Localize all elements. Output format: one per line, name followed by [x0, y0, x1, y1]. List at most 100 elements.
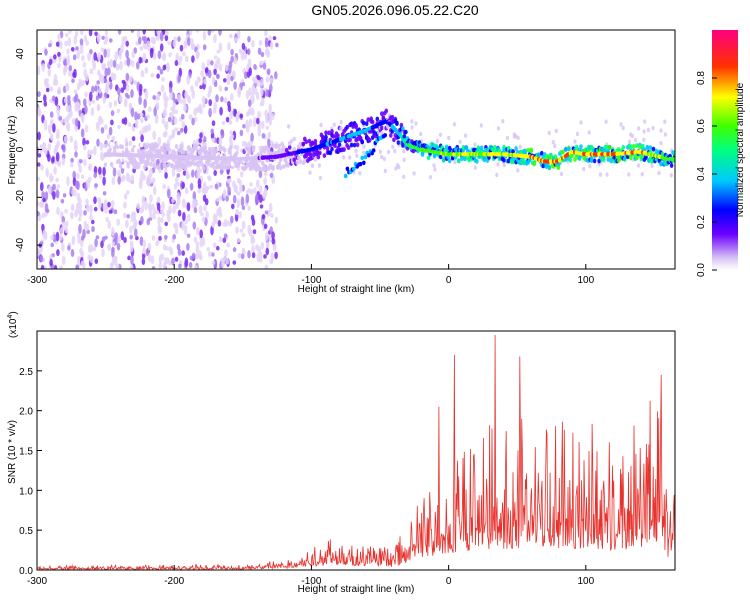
- noise-speck: [98, 200, 102, 209]
- noise-speck: [117, 30, 122, 35]
- noise-speck: [61, 242, 65, 252]
- noise-speck: [235, 113, 240, 123]
- noise-speck: [162, 262, 167, 269]
- noise-speck: [256, 75, 261, 81]
- noise-speck: [218, 136, 223, 147]
- ridge-halo: [250, 165, 254, 171]
- noise-speck: [264, 210, 269, 215]
- noise-speck: [43, 231, 48, 241]
- noise-speck: [155, 210, 160, 215]
- noise-speck: [89, 91, 93, 102]
- ridge-halo: [295, 160, 300, 166]
- ridge-halo: [162, 142, 167, 148]
- noise-speck: [37, 211, 40, 217]
- noise-speck: [107, 244, 111, 250]
- noise-speck: [219, 168, 224, 175]
- noise-speck: [265, 76, 270, 83]
- noise-speck: [49, 111, 54, 118]
- ridge-halo: [226, 165, 230, 170]
- ridge-halo: [278, 156, 283, 162]
- noise-speck: [56, 105, 60, 116]
- noise-speck: [211, 252, 215, 257]
- noise-speck: [69, 135, 74, 143]
- ridge-halo: [606, 157, 610, 162]
- noise-speck: [103, 48, 107, 58]
- noise-speck: [79, 38, 84, 46]
- noise-speck: [91, 85, 95, 93]
- noise-speck: [168, 135, 173, 141]
- branch-cell: [343, 173, 348, 179]
- noise-speck: [97, 88, 102, 94]
- noise-speck: [410, 125, 414, 130]
- ridge-halo: [547, 165, 552, 170]
- noise-speck: [263, 223, 268, 230]
- noise-speck: [154, 116, 159, 124]
- noise-speck: [136, 61, 140, 70]
- noise-speck: [598, 172, 603, 177]
- noise-speck: [158, 262, 162, 269]
- noise-speck: [48, 185, 52, 194]
- noise-speck: [111, 247, 115, 258]
- noise-speck: [187, 37, 191, 47]
- noise-speck: [169, 247, 174, 256]
- ridge-halo: [659, 161, 663, 167]
- ridge-halo: [156, 165, 161, 170]
- noise-speck: [41, 223, 45, 232]
- ridge-halo: [140, 159, 144, 165]
- noise-speck: [93, 85, 98, 92]
- noise-speck: [210, 60, 214, 66]
- ridge-halo: [432, 153, 437, 159]
- noise-speck: [266, 241, 270, 249]
- noise-speck: [182, 211, 186, 222]
- noise-speck: [177, 36, 181, 42]
- noise-speck: [119, 95, 123, 103]
- noise-speck: [93, 145, 97, 156]
- ridge-halo: [502, 157, 506, 163]
- ridge-halo: [541, 163, 546, 169]
- noise-speck: [130, 174, 135, 185]
- noise-speck: [262, 191, 266, 200]
- noise-speck: [361, 150, 366, 156]
- noise-speck: [203, 181, 207, 191]
- noise-speck: [268, 202, 273, 213]
- noise-speck: [512, 134, 517, 139]
- noise-speck: [479, 123, 483, 128]
- noise-speck: [393, 148, 397, 154]
- noise-speck: [160, 217, 164, 223]
- y-tick-label: 1.0: [19, 486, 33, 497]
- noise-speck: [199, 106, 203, 115]
- noise-speck: [224, 64, 229, 72]
- noise-speck: [147, 253, 152, 263]
- noise-speck: [198, 137, 202, 143]
- noise-speck: [121, 79, 126, 84]
- snr-y-ticks: 0.0 0.5 1.0 1.5 2.0 2.5: [19, 367, 42, 577]
- noise-speck: [251, 84, 256, 92]
- noise-speck: [117, 87, 121, 96]
- noise-speck: [226, 242, 230, 248]
- noise-speck: [102, 166, 106, 177]
- noise-speck: [104, 235, 108, 240]
- noise-speck: [575, 131, 580, 137]
- noise-speck: [642, 137, 646, 142]
- noise-speck: [213, 34, 217, 43]
- noise-speck: [263, 254, 267, 259]
- noise-speck: [253, 187, 257, 195]
- ridge-halo: [292, 146, 297, 152]
- ridge-halo: [333, 143, 337, 149]
- noise-speck: [230, 93, 234, 101]
- noise-speck: [274, 216, 279, 224]
- noise-speck: [145, 248, 150, 257]
- noise-speck: [67, 245, 71, 251]
- noise-speck: [219, 106, 223, 116]
- noise-speck: [96, 105, 101, 112]
- noise-speck: [168, 87, 173, 94]
- noise-speck: [113, 209, 118, 215]
- noise-speck: [162, 132, 167, 138]
- noise-speck: [63, 117, 68, 124]
- noise-speck: [102, 191, 107, 196]
- noise-speck: [191, 55, 195, 63]
- ridge-halo: [303, 158, 307, 164]
- noise-speck: [162, 109, 167, 118]
- noise-speck: [223, 218, 228, 228]
- noise-speck: [208, 251, 212, 258]
